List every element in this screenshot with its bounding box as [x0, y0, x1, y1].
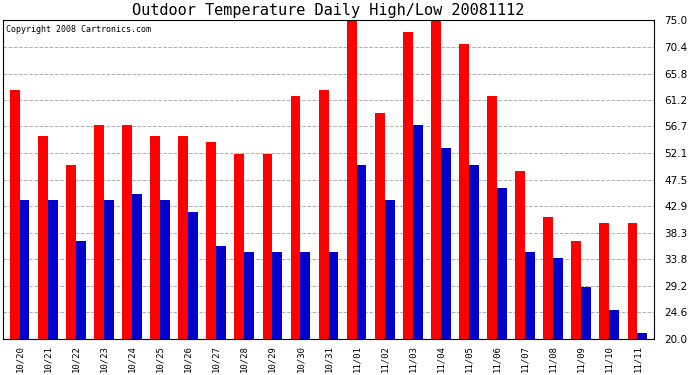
- Bar: [347, 20, 357, 339]
- Bar: [628, 223, 638, 339]
- Bar: [273, 252, 282, 339]
- Bar: [638, 333, 647, 339]
- Bar: [600, 223, 609, 339]
- Bar: [441, 148, 451, 339]
- Bar: [244, 252, 254, 339]
- Bar: [262, 154, 273, 339]
- Bar: [319, 90, 328, 339]
- Bar: [487, 96, 497, 339]
- Bar: [104, 200, 114, 339]
- Bar: [290, 96, 300, 339]
- Bar: [122, 124, 132, 339]
- Bar: [160, 200, 170, 339]
- Bar: [38, 136, 48, 339]
- Bar: [150, 136, 160, 339]
- Bar: [543, 217, 553, 339]
- Bar: [497, 188, 507, 339]
- Bar: [132, 194, 141, 339]
- Bar: [581, 287, 591, 339]
- Bar: [48, 200, 57, 339]
- Bar: [571, 241, 581, 339]
- Bar: [178, 136, 188, 339]
- Bar: [459, 44, 469, 339]
- Bar: [10, 90, 19, 339]
- Bar: [413, 124, 422, 339]
- Bar: [553, 258, 563, 339]
- Bar: [328, 252, 338, 339]
- Bar: [94, 124, 104, 339]
- Bar: [515, 171, 525, 339]
- Bar: [19, 200, 30, 339]
- Bar: [300, 252, 310, 339]
- Bar: [525, 252, 535, 339]
- Bar: [609, 310, 619, 339]
- Bar: [216, 246, 226, 339]
- Title: Outdoor Temperature Daily High/Low 20081112: Outdoor Temperature Daily High/Low 20081…: [132, 3, 524, 18]
- Bar: [76, 241, 86, 339]
- Bar: [469, 165, 479, 339]
- Bar: [403, 32, 413, 339]
- Bar: [385, 200, 395, 339]
- Bar: [375, 113, 385, 339]
- Bar: [235, 154, 244, 339]
- Bar: [206, 142, 216, 339]
- Bar: [357, 165, 366, 339]
- Bar: [431, 15, 441, 339]
- Bar: [188, 211, 198, 339]
- Bar: [66, 165, 76, 339]
- Text: Copyright 2008 Cartronics.com: Copyright 2008 Cartronics.com: [6, 25, 151, 34]
